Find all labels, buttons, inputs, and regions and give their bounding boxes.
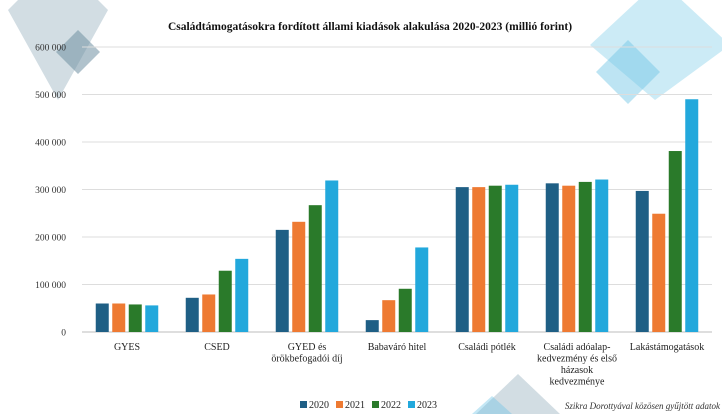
y-tick-label: 600 000 (35, 44, 66, 54)
decor-diamond-bottom-small (472, 396, 512, 414)
x-category-label: Lakástámogatások (630, 342, 704, 353)
x-category-label: CSED (204, 342, 230, 353)
bar-2022 (578, 181, 592, 332)
legend-label-2020: 2020 (309, 400, 329, 411)
bar-2020 (365, 320, 379, 332)
bar-2021 (652, 213, 666, 332)
bar-2022 (398, 288, 412, 332)
legend-label-2023: 2023 (417, 400, 437, 411)
y-tick-label: 400 000 (35, 139, 66, 149)
y-tick-label: 300 000 (35, 186, 66, 196)
bar-2023 (595, 179, 609, 332)
y-tick-label: 100 000 (35, 281, 66, 291)
bar-2022 (308, 205, 322, 332)
legend-swatch-2021 (336, 401, 343, 408)
bar-2020 (455, 187, 469, 332)
bar-2023 (145, 305, 159, 332)
legend-swatch-2023 (408, 401, 415, 408)
y-tick-label: 0 (61, 329, 66, 339)
legend: 2020 2021 2022 2023 (300, 400, 437, 411)
bar-2023 (235, 258, 249, 332)
x-category-label: kedvezménye (550, 377, 606, 388)
bar-2020 (185, 297, 199, 332)
legend-label-2021: 2021 (345, 400, 365, 411)
y-tick-label: 500 000 (35, 91, 66, 101)
bar-2021 (292, 221, 306, 332)
bar-2023 (505, 184, 519, 332)
x-category-label: GYES (114, 342, 140, 353)
source-note: Szikra Dorottyával közösen gyűjtött adat… (565, 401, 721, 411)
x-category-label: Családi pótlék (458, 342, 516, 353)
legend-label-2022: 2022 (381, 400, 401, 411)
decor-diamond-right-large (590, 0, 722, 100)
chart-title: Családtámogatásokra fordított állami kia… (168, 21, 572, 33)
bar-2021 (472, 187, 486, 332)
y-axis-ticks: 0 100 000 200 000 300 000 400 000 500 000 600 … (35, 44, 66, 339)
bar-2021 (562, 185, 576, 332)
bars (95, 99, 699, 332)
decorative-background (8, 0, 722, 414)
bar-2023 (325, 180, 339, 332)
bar-2020 (635, 190, 649, 332)
legend-swatch-2020 (300, 401, 307, 408)
x-category-label: GYED és (288, 342, 327, 353)
bar-2021 (202, 294, 216, 332)
bar-2022 (128, 304, 142, 332)
bar-2022 (488, 185, 502, 332)
bar-2021 (112, 303, 126, 332)
bar-2022 (218, 270, 232, 332)
decor-diamond-right-small (596, 40, 660, 104)
x-category-label: örökbefogadói díj (271, 354, 342, 365)
bar-2023 (685, 99, 699, 332)
bar-2022 (668, 151, 682, 332)
bar-2020 (275, 229, 289, 332)
x-category-label: kedvezmény és első (537, 354, 617, 365)
bar-2020 (545, 183, 559, 332)
x-category-label: Babaváró hitel (368, 342, 427, 353)
y-tick-label: 200 000 (35, 234, 66, 244)
legend-swatch-2022 (372, 401, 379, 408)
bar-2021 (382, 300, 396, 332)
x-category-label: házasok (561, 365, 593, 376)
x-category-label: Családi adóalap- (544, 342, 611, 353)
bar-2023 (415, 247, 429, 332)
decor-diamond-bottom-left (476, 374, 560, 414)
bar-2020 (95, 303, 109, 332)
decor-diamond-left-small (56, 30, 100, 74)
